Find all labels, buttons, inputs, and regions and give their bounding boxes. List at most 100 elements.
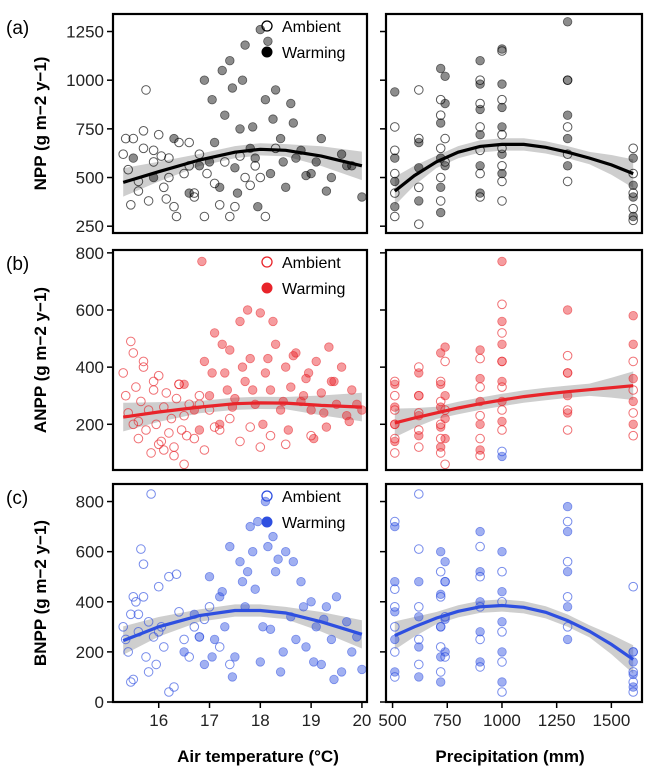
point-ambient	[148, 145, 159, 156]
point-ambient	[202, 168, 212, 179]
point-warming	[288, 351, 299, 361]
point-warming	[390, 521, 400, 532]
point-warming	[497, 547, 507, 557]
point-warming	[562, 368, 573, 378]
point-ambient	[245, 422, 255, 432]
point-warming	[326, 376, 337, 387]
point-warming	[265, 385, 276, 395]
point-ambient	[161, 388, 172, 398]
point-warming	[207, 368, 217, 378]
point-ambient	[143, 667, 154, 677]
point-ambient	[250, 161, 260, 171]
point-ambient	[390, 405, 400, 415]
point-warming	[275, 667, 286, 677]
panel-label: (c)	[6, 488, 28, 509]
point-ambient	[562, 556, 573, 567]
point-warming	[390, 577, 400, 587]
point-warming	[250, 584, 260, 594]
point-warming	[628, 669, 638, 680]
point-ambient	[390, 584, 400, 595]
point-ambient	[390, 211, 400, 222]
point-ambient	[414, 489, 424, 499]
point-ambient	[390, 602, 400, 612]
point-warming	[321, 602, 332, 612]
point-warming	[235, 557, 245, 567]
y-tick-label: 1000	[66, 71, 104, 90]
point-ambient	[440, 459, 450, 470]
point-ambient	[414, 634, 424, 645]
point-warming	[390, 87, 400, 97]
point-ambient	[414, 442, 424, 452]
x-tick-label: 500	[378, 711, 406, 730]
panel-1: 250 500 750 1000 1250 (a) Ambient Warming NPP (g…	[6, 12, 644, 236]
legend-label-ambient: Ambient	[282, 19, 341, 36]
panel-label: (b)	[6, 254, 29, 275]
point-ambient	[230, 201, 240, 212]
x-axis-label-temperature: Air temperature (°C)	[177, 747, 339, 766]
point-ambient	[497, 176, 507, 187]
point-ambient	[174, 379, 184, 390]
point-warming	[414, 642, 424, 652]
point-ambient	[141, 425, 151, 435]
point-warming	[209, 634, 220, 645]
point-warming	[390, 153, 400, 163]
point-ambient	[497, 129, 507, 140]
point-warming	[628, 192, 638, 202]
point-warming	[199, 75, 210, 85]
point-warming	[263, 541, 273, 552]
point-warming	[220, 110, 230, 120]
point-ambient	[414, 85, 424, 95]
point-ambient	[265, 430, 276, 441]
point-ambient	[628, 188, 639, 198]
x-tick-label: 20	[352, 711, 371, 730]
point-warming	[562, 305, 573, 315]
point-warming	[281, 362, 291, 372]
point-ambient	[126, 336, 136, 347]
point-warming	[275, 405, 286, 415]
point-warming	[390, 402, 400, 412]
point-warming	[179, 379, 189, 390]
y-tick-label: 750	[76, 120, 104, 139]
point-warming	[390, 379, 400, 390]
plot-frame	[384, 482, 644, 704]
point-ambient	[435, 143, 446, 154]
point-warming	[414, 137, 424, 148]
point-warming	[436, 547, 446, 557]
y-axis-label: NPP (g m−2 y−1)	[31, 57, 50, 191]
point-warming	[562, 408, 573, 418]
point-warming	[268, 531, 278, 542]
point-warming	[562, 526, 573, 537]
point-warming	[237, 75, 248, 85]
point-warming	[342, 411, 352, 421]
point-warming	[227, 672, 238, 682]
point-ambient	[118, 149, 128, 159]
point-ambient	[475, 450, 485, 461]
point-ambient	[164, 172, 174, 183]
point-warming	[217, 587, 227, 597]
point-warming	[562, 75, 573, 85]
point-ambient	[628, 143, 639, 154]
point-ambient	[169, 201, 179, 212]
point-ambient	[179, 634, 189, 645]
point-ambient	[166, 413, 177, 424]
point-ambient	[435, 196, 446, 206]
point-ambient	[475, 353, 485, 364]
point-warming	[247, 122, 258, 132]
plot-frame	[111, 12, 369, 235]
y-axis-label: BNPP (g m−2 y−1)	[31, 520, 50, 666]
point-warming	[562, 501, 573, 512]
point-ambient	[189, 433, 200, 444]
fit-line	[122, 147, 363, 184]
point-warming	[357, 664, 367, 675]
point-ambient	[184, 652, 194, 662]
point-ambient	[171, 569, 182, 580]
point-warming	[562, 567, 573, 577]
point-ambient	[204, 602, 215, 612]
point-warming	[258, 622, 268, 632]
x-tick-label: 1000	[483, 711, 521, 730]
point-ambient	[146, 489, 156, 499]
y-tick-label: 200	[76, 415, 104, 434]
point-ambient	[390, 433, 400, 444]
confidence-band	[123, 143, 362, 197]
point-warming	[497, 356, 507, 367]
